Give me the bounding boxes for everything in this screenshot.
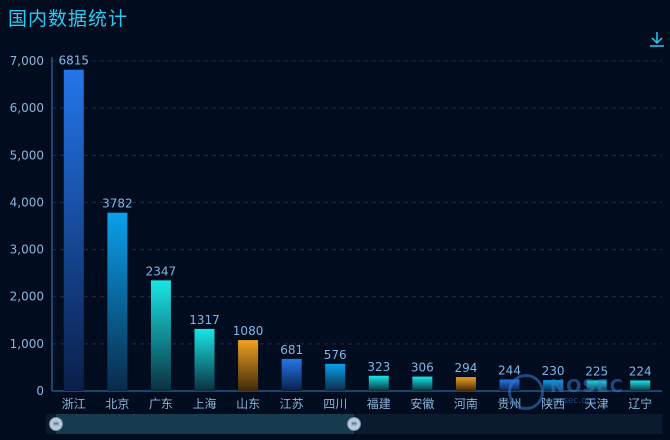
bar-上海[interactable] xyxy=(194,328,215,391)
datazoom-left-handle[interactable]: ≡ xyxy=(49,417,63,431)
x-tick-label: 安徽 xyxy=(410,396,434,411)
x-tick-label: 北京 xyxy=(105,397,129,411)
download-icon[interactable] xyxy=(648,30,666,48)
bar-天津[interactable] xyxy=(586,380,607,391)
y-tick-label: 6,000 xyxy=(10,101,44,115)
x-tick-label: 上海 xyxy=(192,396,216,411)
x-tick-label: 浙江 xyxy=(62,397,86,411)
data-label: 323 xyxy=(367,360,390,374)
bar-贵州[interactable] xyxy=(499,379,520,391)
bar-广东[interactable] xyxy=(150,280,171,391)
data-label: 1080 xyxy=(233,324,264,338)
data-label: 230 xyxy=(542,364,565,378)
datazoom-selected-range[interactable] xyxy=(56,414,354,434)
y-tick-label: 4,000 xyxy=(10,195,44,209)
y-tick-label: 5,000 xyxy=(10,148,44,162)
x-tick-label: 陕西 xyxy=(541,396,565,411)
data-label: 3782 xyxy=(102,197,133,211)
bar-辽宁[interactable] xyxy=(630,380,651,391)
data-label: 576 xyxy=(324,348,347,362)
data-label: 294 xyxy=(454,361,477,375)
x-tick-label: 山东 xyxy=(236,397,260,411)
bar-安徽[interactable] xyxy=(412,376,433,391)
data-label: 225 xyxy=(585,364,608,378)
page-title: 国内数据统计 xyxy=(8,8,129,30)
x-tick-label: 四川 xyxy=(323,397,347,411)
bar-北京[interactable] xyxy=(107,212,128,391)
data-label: 2347 xyxy=(146,264,177,278)
data-label: 224 xyxy=(629,364,652,378)
y-tick-label: 7,000 xyxy=(10,54,44,68)
data-label: 1317 xyxy=(189,313,220,327)
data-label: 244 xyxy=(498,363,521,377)
y-tick-label: 0 xyxy=(36,384,44,398)
data-label: 6815 xyxy=(59,54,90,68)
bar-河南[interactable] xyxy=(455,377,476,391)
bar-四川[interactable] xyxy=(325,363,346,391)
y-tick-label: 2,000 xyxy=(10,290,44,304)
data-label: 306 xyxy=(411,361,434,375)
bar-浙江[interactable] xyxy=(63,69,84,391)
x-tick-label: 天津 xyxy=(585,397,609,411)
bar-陕西[interactable] xyxy=(543,380,564,391)
x-tick-label: 河南 xyxy=(454,396,478,411)
bar-福建[interactable] xyxy=(368,375,389,391)
data-label: 681 xyxy=(280,343,303,357)
x-tick-label: 福建 xyxy=(367,396,391,411)
bar-山东[interactable] xyxy=(238,340,259,391)
x-tick-label: 广东 xyxy=(149,397,173,411)
datazoom-right-handle[interactable]: ≡ xyxy=(347,417,361,431)
x-tick-label: 贵州 xyxy=(497,397,521,411)
x-tick-label: 江苏 xyxy=(280,397,304,411)
y-tick-label: 3,000 xyxy=(10,243,44,257)
datazoom-slider[interactable]: ≡ ≡ xyxy=(46,414,662,434)
y-tick-label: 1,000 xyxy=(10,337,44,351)
x-tick-label: 辽宁 xyxy=(628,396,652,411)
bar-江苏[interactable] xyxy=(281,358,302,391)
